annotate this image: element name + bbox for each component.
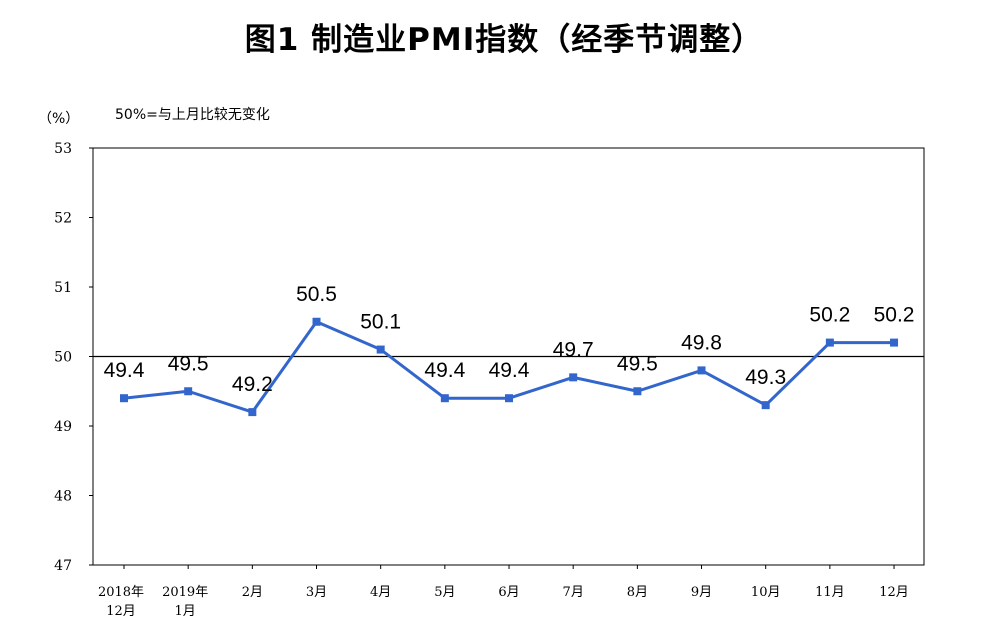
data-point: [184, 387, 193, 396]
x-tick-label: 2019年: [162, 585, 208, 600]
x-tick-label: 10月: [751, 585, 781, 600]
data-label: 50.2: [874, 304, 915, 327]
data-label: 49.4: [489, 359, 530, 382]
x-tick-label: 4月: [370, 585, 391, 600]
data-point: [440, 394, 449, 403]
data-point: [569, 373, 578, 382]
x-tick-label: 6月: [498, 585, 519, 600]
data-point: [761, 401, 770, 410]
x-tick-label: 8月: [627, 585, 648, 600]
data-point: [376, 345, 385, 354]
data-point: [890, 338, 899, 347]
x-tick-label: 1月: [175, 604, 196, 619]
x-tick-label: 5月: [434, 585, 455, 600]
data-point: [633, 387, 642, 396]
data-point: [248, 408, 257, 417]
y-tick-label: 53: [54, 141, 72, 157]
data-label: 50.1: [360, 311, 401, 334]
x-tick-label: 11月: [815, 585, 845, 600]
x-tick-label: 2月: [242, 585, 263, 600]
y-tick-label: 47: [54, 558, 72, 574]
x-tick-label: 12月: [879, 585, 909, 600]
reference-note: 50%=与上月比较无变化: [115, 107, 270, 123]
x-tick-label: 3月: [306, 585, 327, 600]
data-point: [697, 366, 706, 375]
y-unit-label: （%）: [38, 111, 79, 127]
data-point: [505, 394, 514, 403]
chart-title: 图1 制造业PMI指数（经季节调整）: [244, 22, 764, 58]
data-point: [312, 317, 321, 326]
data-label: 49.7: [553, 338, 594, 361]
y-tick-label: 49: [54, 419, 72, 435]
y-tick-label: 48: [54, 489, 72, 505]
data-label: 49.5: [617, 352, 658, 375]
x-tick-label: 2018年: [98, 585, 144, 600]
data-label: 49.2: [232, 373, 273, 396]
data-point: [120, 394, 128, 403]
x-tick-label: 12月: [106, 604, 136, 619]
data-label: 49.4: [104, 359, 145, 382]
data-label: 50.5: [296, 283, 337, 306]
data-label: 49.4: [424, 359, 465, 382]
data-label: 49.3: [745, 366, 786, 389]
y-tick-label: 51: [54, 280, 72, 296]
data-point: [825, 338, 834, 347]
y-tick-label: 50: [54, 350, 72, 366]
y-tick-label: 52: [54, 211, 72, 227]
data-label: 49.8: [681, 331, 722, 354]
x-tick-label: 7月: [563, 585, 584, 600]
x-tick-label: 9月: [691, 585, 712, 600]
data-label: 49.5: [168, 352, 209, 375]
data-label: 50.2: [809, 304, 850, 327]
